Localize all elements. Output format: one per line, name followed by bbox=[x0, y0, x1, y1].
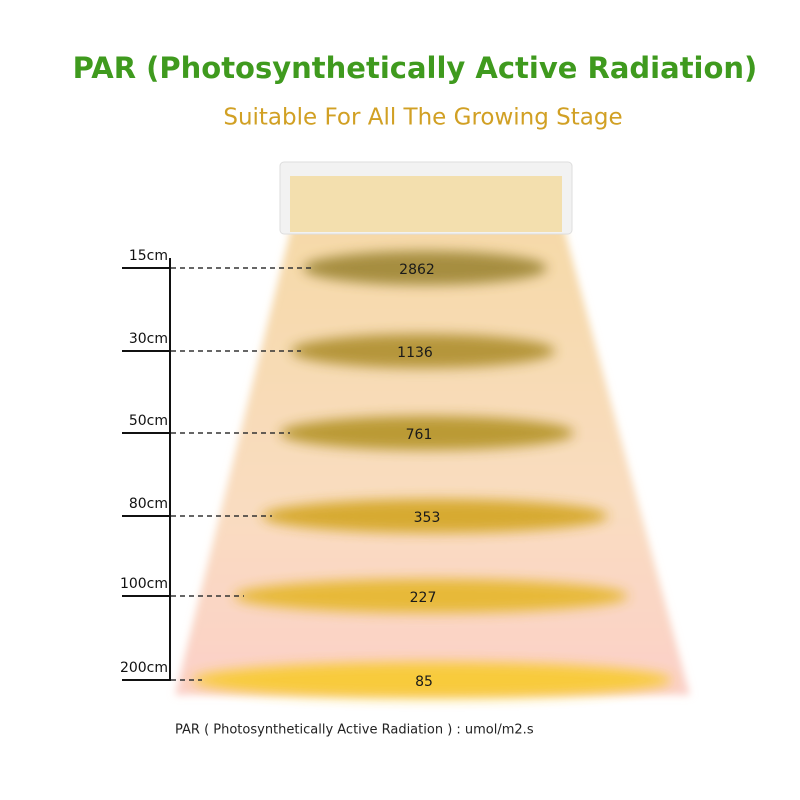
par-value: 353 bbox=[414, 510, 441, 526]
par-ellipse bbox=[234, 579, 628, 613]
footnote: PAR ( Photosynthetically Active Radiatio… bbox=[175, 723, 534, 738]
distance-label: 15cm bbox=[129, 248, 168, 264]
light-beam bbox=[175, 225, 690, 695]
par-value: 227 bbox=[410, 590, 437, 606]
distance-label: 30cm bbox=[129, 331, 168, 347]
distance-label: 200cm bbox=[120, 660, 168, 676]
par-value: 761 bbox=[406, 427, 433, 443]
distance-label: 100cm bbox=[120, 576, 168, 592]
par-value: 1136 bbox=[397, 345, 433, 361]
par-value: 2862 bbox=[399, 262, 435, 278]
distance-label: 80cm bbox=[129, 496, 168, 512]
subtitle: Suitable For All The Growing Stage bbox=[223, 105, 622, 131]
distance-label: 50cm bbox=[129, 413, 168, 429]
title: PAR (Photosynthetically Active Radiation… bbox=[73, 51, 758, 85]
par-ellipse bbox=[262, 499, 608, 533]
par-ellipse bbox=[192, 662, 672, 698]
par-ellipse bbox=[303, 251, 547, 285]
par-value: 85 bbox=[415, 674, 433, 690]
lamp-panel bbox=[290, 176, 562, 232]
levels: 15cm 2862 30cm 1136 50cm 761 80cm 353 100cm 227 20… bbox=[120, 248, 672, 698]
par-ellipse bbox=[280, 416, 574, 450]
par-ellipse bbox=[291, 334, 555, 368]
